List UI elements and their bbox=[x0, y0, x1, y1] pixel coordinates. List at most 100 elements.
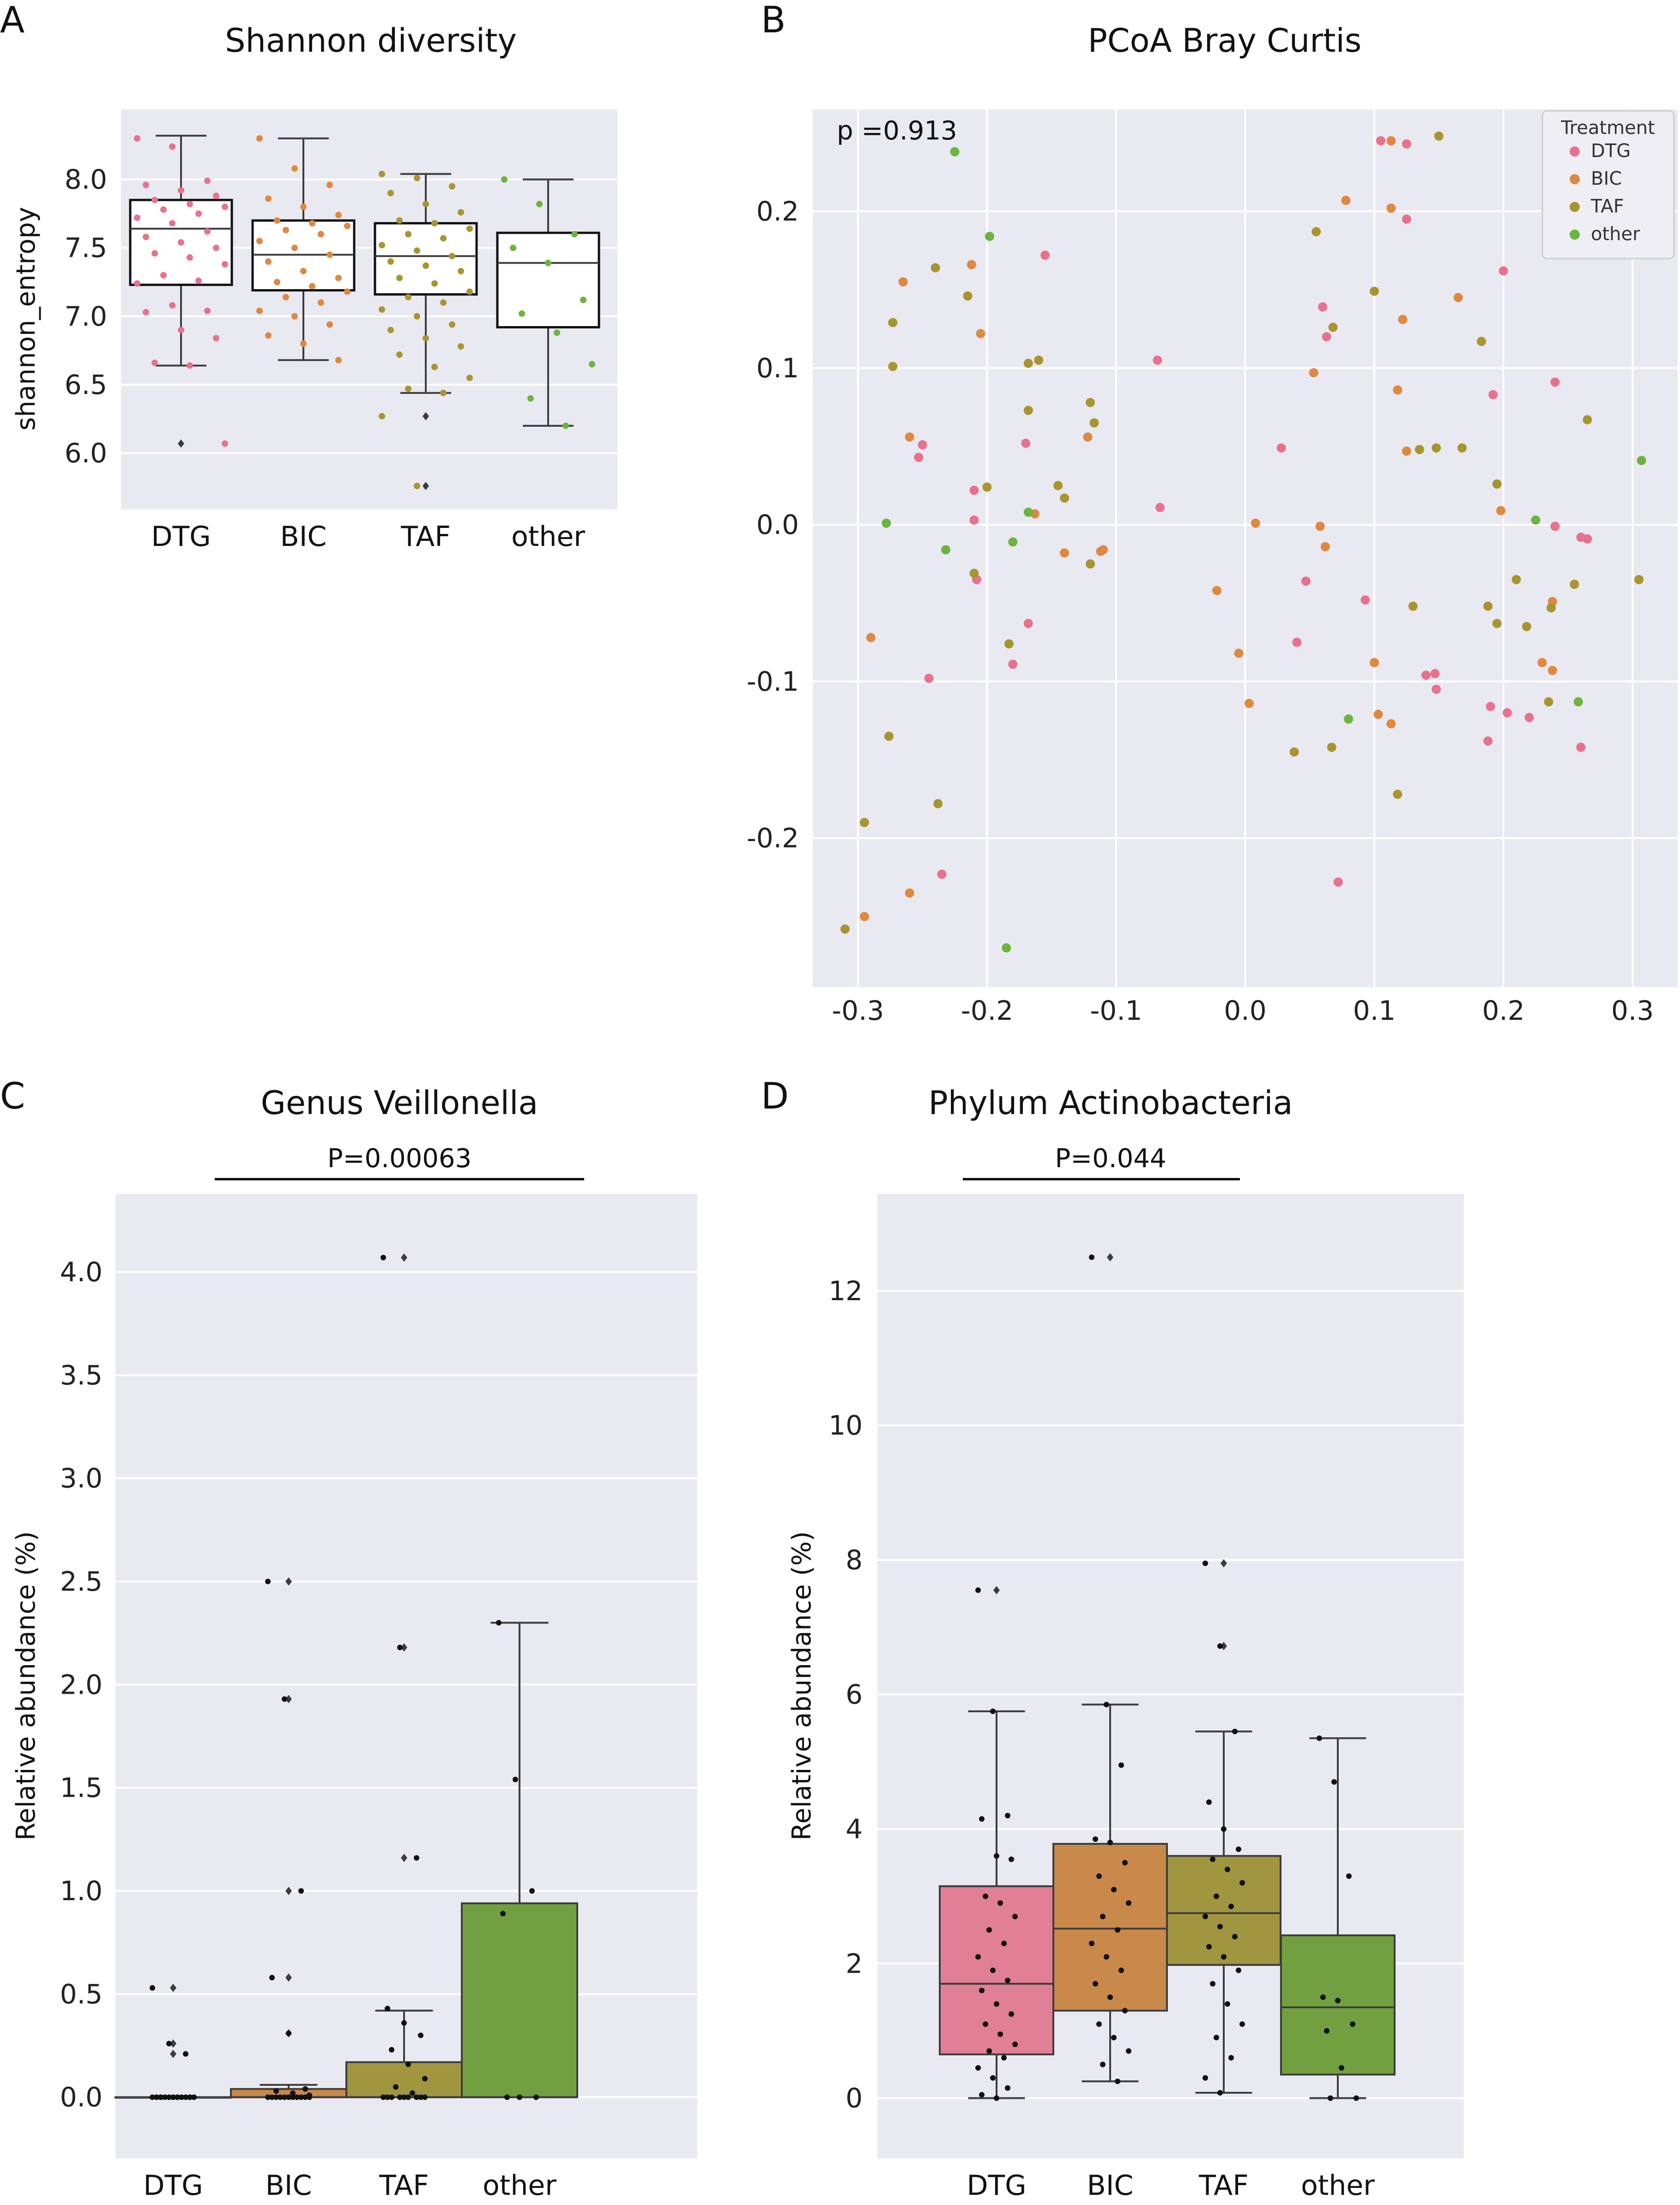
scatter-point-TAF bbox=[1547, 603, 1556, 612]
y-tick-label: 8.0 bbox=[65, 164, 107, 195]
data-point-BIC bbox=[1111, 1887, 1117, 1893]
data-point-DTG bbox=[178, 187, 184, 194]
scatter-point-TAF bbox=[1393, 789, 1402, 799]
data-point-TAF bbox=[379, 170, 385, 177]
box-other bbox=[1280, 1934, 1396, 2076]
y-axis-label: Relative abundance (%) bbox=[11, 1531, 41, 1841]
data-point-BIC bbox=[265, 332, 272, 339]
data-point-DTG bbox=[151, 359, 158, 366]
scatter-point-TAF bbox=[1583, 415, 1592, 424]
data-point-BIC bbox=[265, 2094, 271, 2100]
data-point-DTG bbox=[994, 2001, 999, 2007]
scatter-point-BIC bbox=[1386, 136, 1396, 145]
data-point-BIC bbox=[265, 195, 272, 202]
data-point-TAF bbox=[1206, 1944, 1212, 1950]
data-point-other bbox=[510, 244, 516, 251]
scatter-point-TAF bbox=[1328, 322, 1338, 332]
data-point-other bbox=[504, 2094, 510, 2100]
data-point-DTG bbox=[175, 2094, 180, 2100]
scatter-point-TAF bbox=[840, 924, 850, 934]
scatter-point-other bbox=[882, 518, 891, 528]
data-point-BIC bbox=[300, 268, 307, 275]
scatter-point-DTG bbox=[1360, 595, 1370, 605]
data-point-DTG bbox=[134, 214, 140, 221]
data-point-TAF bbox=[389, 2047, 394, 2053]
data-point-TAF bbox=[1203, 1560, 1208, 1566]
scatter-point-DTG bbox=[1040, 250, 1050, 260]
data-point-TAF bbox=[1221, 1954, 1227, 1960]
data-point-other bbox=[545, 260, 551, 267]
data-point-DTG bbox=[1012, 1914, 1018, 1920]
scatter-point-BIC bbox=[1315, 521, 1325, 531]
y-tick-label: 2.5 bbox=[60, 1566, 103, 1597]
scatter-point-TAF bbox=[1634, 575, 1644, 584]
data-point-BIC bbox=[326, 321, 333, 328]
data-point-DTG bbox=[1005, 1977, 1010, 1983]
data-point-TAF bbox=[418, 2094, 423, 2100]
data-point-BIC bbox=[298, 1888, 304, 1894]
y-tick-label: 3.5 bbox=[60, 1359, 103, 1391]
chart-title: Phylum Actinobacteria bbox=[929, 1084, 1293, 1122]
legend-marker-TAF bbox=[1570, 202, 1580, 212]
data-point-DTG bbox=[1005, 1812, 1010, 1818]
y-tick-label: 7.0 bbox=[65, 301, 107, 332]
panel-a-shannon-diversity: A Shannon diversity shannon_entropy 6.0 6… bbox=[0, 0, 617, 553]
data-point-other bbox=[1331, 1779, 1337, 1785]
data-point-DTG bbox=[195, 277, 202, 284]
scatter-point-TAF bbox=[1432, 443, 1441, 453]
data-point-BIC bbox=[300, 340, 307, 347]
scatter-point-DTG bbox=[1502, 708, 1512, 718]
data-point-TAF bbox=[440, 235, 447, 242]
data-point-DTG bbox=[178, 327, 184, 333]
data-point-DTG bbox=[143, 309, 149, 315]
scatter-point-DTG bbox=[918, 440, 927, 450]
data-point-BIC bbox=[309, 283, 315, 290]
data-point-TAF bbox=[410, 2090, 415, 2096]
scatter-point-TAF bbox=[1289, 747, 1299, 757]
data-point-BIC bbox=[335, 357, 342, 363]
data-point-BIC bbox=[300, 203, 307, 210]
data-point-TAF bbox=[414, 1855, 419, 1861]
data-point-TAF bbox=[381, 2094, 386, 2100]
data-point-TAF bbox=[449, 321, 455, 328]
outlier-marker bbox=[401, 1643, 407, 1652]
data-point-BIC bbox=[1118, 1762, 1124, 1768]
data-point-TAF bbox=[405, 2061, 411, 2067]
y-tick-label: 4 bbox=[846, 1813, 863, 1845]
box-other bbox=[461, 1902, 578, 2098]
x-category-label: TAF bbox=[379, 2169, 429, 2202]
y-tick-label: -0.2 bbox=[747, 823, 799, 854]
box-TAF bbox=[345, 2061, 463, 2098]
scatter-point-DTG bbox=[1333, 877, 1343, 887]
data-point-TAF bbox=[414, 175, 420, 182]
data-point-BIC bbox=[278, 2094, 283, 2100]
data-point-BIC bbox=[256, 307, 263, 314]
data-point-DTG bbox=[169, 220, 175, 227]
data-point-DTG bbox=[183, 2051, 188, 2057]
data-point-DTG bbox=[213, 244, 219, 251]
data-point-TAF bbox=[1217, 2090, 1223, 2096]
scatter-point-BIC bbox=[1547, 666, 1557, 675]
data-point-DTG bbox=[994, 2095, 999, 2101]
data-point-TAF bbox=[414, 2094, 419, 2100]
scatter-point-TAF bbox=[1522, 622, 1531, 631]
scatter-point-TAF bbox=[969, 569, 979, 578]
scatter-point-DTG bbox=[1276, 443, 1286, 453]
data-point-TAF bbox=[422, 2076, 428, 2082]
x-category-label: DTG bbox=[151, 521, 211, 553]
scatter-point-DTG bbox=[1550, 521, 1560, 531]
outlier-marker bbox=[170, 1983, 176, 1992]
scatter-point-DTG bbox=[1432, 685, 1441, 694]
scatter-point-BIC bbox=[1234, 648, 1244, 658]
data-point-BIC bbox=[274, 279, 280, 285]
x-category-label: BIC bbox=[280, 521, 327, 553]
data-point-TAF bbox=[414, 247, 420, 254]
data-point-DTG bbox=[160, 272, 167, 279]
data-point-other bbox=[571, 231, 578, 238]
data-point-other bbox=[562, 422, 569, 429]
y-tick-label: 0.0 bbox=[756, 509, 799, 540]
data-point-DTG bbox=[134, 280, 140, 287]
data-point-DTG bbox=[187, 254, 193, 261]
panel-label-c: C bbox=[0, 1076, 25, 1117]
